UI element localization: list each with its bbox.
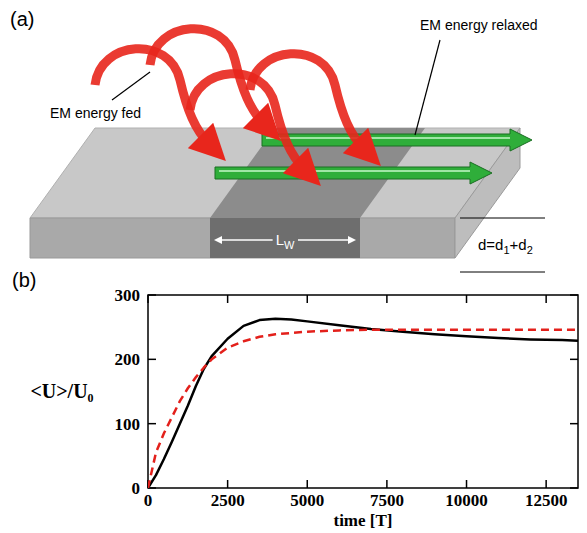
relaxed-label: EM energy relaxed	[420, 17, 538, 33]
panel-label: (b)	[12, 269, 36, 291]
length-label-sub: W	[284, 239, 295, 251]
x-tick	[545, 295, 547, 303]
axes: 0 2500 5000 7500 10000 12500 0 100 200 300	[115, 286, 579, 510]
x-tick	[545, 480, 547, 488]
waveguide-front	[210, 218, 360, 258]
thickness-line	[460, 218, 545, 219]
thickness-part: 2	[527, 244, 533, 256]
plot-frame	[148, 295, 578, 488]
thickness-line	[460, 272, 545, 273]
fed-label: EM energy fed	[50, 105, 141, 121]
x-tick	[227, 480, 229, 488]
figure: (a)EM energy fedEM energy relaxedLWd=d1+…	[0, 0, 587, 533]
x-tick	[466, 480, 468, 488]
x-tick-label: 12500	[525, 491, 568, 510]
thickness-label: d=d1+d2	[478, 236, 533, 256]
x-tick-label: 5000	[290, 491, 324, 510]
y-tick-label: 100	[115, 415, 141, 434]
x-axis-label: time [T]	[333, 511, 392, 530]
x-tick	[307, 295, 309, 303]
x-tick-label: 7500	[370, 491, 404, 510]
lines	[148, 319, 578, 488]
thickness-part: d=d	[478, 236, 503, 253]
y-tick-label: 0	[132, 479, 141, 498]
panel-label: (a)	[10, 8, 34, 30]
y-axis-label: <U>/U₀	[30, 380, 93, 402]
length-label-text: L	[276, 231, 284, 248]
series-line	[148, 330, 578, 488]
x-tick	[466, 295, 468, 303]
x-tick-label: 0	[144, 491, 153, 510]
length-label: LW	[276, 231, 295, 251]
x-tick-label: 10000	[445, 491, 488, 510]
leader-line	[415, 40, 440, 135]
x-tick	[386, 480, 388, 488]
y-tick-label: 200	[115, 350, 141, 369]
slab-front	[30, 218, 455, 258]
y-tick	[148, 359, 156, 361]
slab	[30, 128, 532, 258]
relaxed-arrow	[215, 162, 492, 184]
length-arrowhead	[214, 236, 222, 244]
fed-arrow	[250, 54, 365, 150]
series-line	[148, 319, 578, 488]
y-tick	[570, 359, 578, 361]
length-arrowhead	[348, 236, 356, 244]
arrow-highlight	[266, 137, 510, 139]
y-tick	[148, 423, 156, 425]
leader-line	[112, 72, 150, 100]
y-tick	[570, 423, 578, 425]
y-tick-label: 300	[115, 286, 141, 305]
x-tick	[227, 295, 229, 303]
x-tick	[386, 295, 388, 303]
x-tick	[307, 480, 309, 488]
thickness-part: +d	[510, 236, 527, 253]
arrow-highlight	[219, 170, 470, 172]
relaxed-arrow	[262, 129, 532, 151]
x-tick-label: 2500	[211, 491, 245, 510]
